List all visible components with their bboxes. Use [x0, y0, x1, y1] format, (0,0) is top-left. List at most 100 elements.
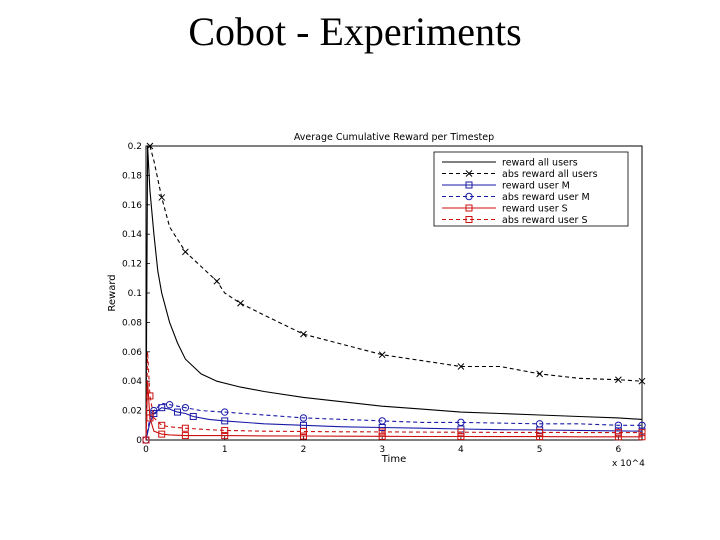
series-line	[145, 407, 643, 441]
x-tick-label: 3	[379, 445, 385, 455]
data-point	[221, 417, 229, 425]
legend-marker	[465, 181, 473, 189]
legend-label: abs reward all users	[502, 169, 598, 180]
data-point	[173, 408, 181, 416]
data-point	[536, 370, 544, 378]
data-point	[535, 420, 544, 428]
data-point	[150, 406, 158, 415]
data-point	[299, 414, 308, 422]
data-point	[181, 403, 190, 412]
slide-title: Cobot - Experiments	[188, 9, 522, 54]
legend-label: reward all users	[502, 158, 578, 169]
data-point	[378, 417, 386, 425]
data-point	[158, 421, 166, 429]
data-point	[146, 392, 154, 400]
data-point	[181, 424, 189, 432]
data-point	[142, 436, 150, 444]
data-point	[457, 432, 465, 440]
data-point	[158, 430, 166, 438]
data-point	[181, 432, 189, 440]
legend-entry: abs reward all users	[442, 169, 598, 180]
data-point	[457, 428, 465, 436]
y-tick-label: 0.2	[128, 142, 142, 152]
legend-label: reward user M	[502, 181, 570, 192]
data-point	[378, 432, 386, 440]
data-point	[638, 433, 646, 441]
data-point	[638, 377, 646, 385]
data-point	[182, 248, 189, 256]
y-tick-label: 0.08	[122, 318, 142, 328]
legend-entry: abs reward user M	[442, 192, 590, 203]
legend-label: abs reward user S	[502, 215, 588, 226]
x-tick-label: 1	[222, 445, 228, 455]
x-axis-multiplier: x 10^4	[612, 459, 645, 469]
data-point	[614, 429, 622, 437]
series-line	[149, 145, 643, 382]
data-point	[638, 421, 646, 429]
data-point	[457, 418, 465, 427]
legend-marker	[465, 192, 473, 201]
legend-marker	[465, 204, 473, 212]
series-0	[145, 145, 643, 441]
data-point	[299, 427, 307, 435]
data-point	[615, 376, 622, 384]
legend-entry: abs reward user S	[442, 215, 588, 226]
y-tick-label: 0.1	[128, 289, 142, 299]
data-point	[221, 408, 229, 416]
data-point	[146, 142, 154, 150]
y-tick-label: 0.14	[122, 230, 142, 240]
data-point	[378, 351, 386, 359]
legend-marker	[465, 170, 473, 177]
y-axis-label: Reward	[107, 274, 118, 311]
data-point	[158, 404, 166, 412]
data-point	[158, 194, 166, 201]
data-point	[614, 421, 623, 429]
data-point	[299, 432, 307, 440]
data-point	[614, 433, 622, 441]
y-tick-label: 0	[136, 436, 142, 446]
chart-title: Average Cumulative Reward per Timestep	[294, 132, 494, 143]
data-point	[536, 428, 544, 436]
legend-entry: reward all users	[442, 158, 578, 169]
series-line	[145, 351, 642, 441]
data-point	[457, 363, 465, 370]
legend-marker	[465, 216, 473, 223]
legend-box	[433, 151, 629, 227]
series-layer	[142, 142, 646, 444]
data-point	[638, 429, 646, 437]
series-line	[145, 381, 642, 441]
y-tick-label: 0.18	[122, 171, 142, 181]
legend-label: reward user S	[502, 204, 568, 215]
x-tick-label: 0	[143, 445, 149, 455]
y-tick-label: 0.04	[122, 377, 142, 387]
data-point	[189, 412, 197, 420]
data-point	[221, 432, 229, 440]
x-tick-label: 5	[537, 445, 543, 455]
data-point	[221, 426, 229, 434]
data-point	[378, 428, 386, 436]
x-axis-label: Time	[381, 454, 406, 465]
y-tick-label: 0.06	[122, 348, 142, 358]
x-tick-label: 4	[458, 445, 464, 455]
data-point	[536, 433, 544, 441]
series-line	[145, 145, 643, 441]
legend-entry: reward user S	[442, 204, 568, 215]
series-line	[145, 402, 642, 441]
y-tick-label: 0.02	[122, 407, 142, 417]
data-point	[237, 299, 244, 307]
x-tick-label: 2	[301, 445, 307, 455]
data-point	[213, 277, 221, 285]
data-point	[300, 330, 307, 338]
y-tick-label: 0.16	[122, 201, 142, 211]
series-5	[142, 351, 646, 444]
axis-ticks: 0 1 2 3 4 5 6 0 0.02 0.04 0.06 0.08 0.1 0.12 0.14 0.16 0…	[122, 142, 622, 455]
series-1	[146, 142, 646, 385]
legend-label: abs reward user M	[502, 192, 590, 203]
y-tick-label: 0.12	[122, 260, 142, 270]
x-tick-label: 6	[616, 445, 622, 455]
data-point	[165, 401, 174, 409]
legend-entry: reward user M	[442, 181, 570, 192]
series-4	[142, 381, 646, 444]
